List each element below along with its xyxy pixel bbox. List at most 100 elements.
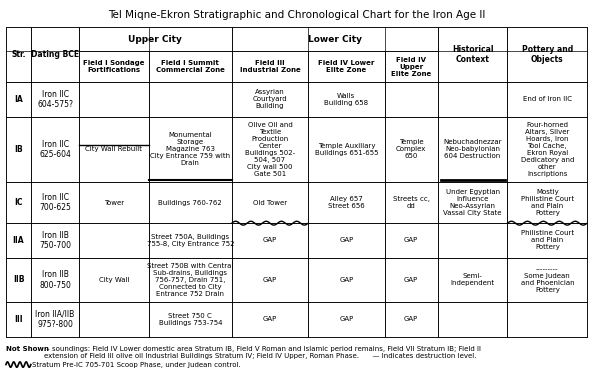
FancyBboxPatch shape [6, 302, 31, 337]
Text: Olive Oil and
Textile
Production
Center
Buildings 502-
504, 507
City wall 500
Ga: Olive Oil and Textile Production Center … [245, 122, 295, 177]
Text: Field IV Lower
Elite Zone: Field IV Lower Elite Zone [318, 60, 374, 73]
FancyBboxPatch shape [508, 223, 587, 258]
Text: Walls
Building 658: Walls Building 658 [325, 93, 368, 106]
FancyBboxPatch shape [232, 27, 438, 51]
FancyBboxPatch shape [232, 116, 308, 182]
FancyBboxPatch shape [149, 51, 232, 82]
Text: Alley 657
Street 656: Alley 657 Street 656 [328, 196, 365, 209]
Text: Street 750B with Central
Sub-drains, Buildings
756-757, Drain 751,
Connected to : Street 750B with Central Sub-drains, Bui… [147, 263, 233, 297]
Text: Nebuchadnezzar
Neo-babylonian
604 Destruction: Nebuchadnezzar Neo-babylonian 604 Destru… [443, 139, 502, 159]
FancyBboxPatch shape [79, 116, 149, 182]
Text: Street 750 C
Buildings 753-754: Street 750 C Buildings 753-754 [158, 313, 222, 326]
FancyBboxPatch shape [149, 182, 232, 223]
Text: End of Iron IIC: End of Iron IIC [523, 96, 572, 102]
FancyBboxPatch shape [149, 82, 232, 116]
Text: Street 750A, Buildings
755-8, City Entrance 752: Street 750A, Buildings 755-8, City Entra… [146, 234, 234, 247]
FancyBboxPatch shape [308, 258, 385, 302]
FancyBboxPatch shape [438, 302, 508, 337]
Text: Monumental
Storage
Magazine 763
City Entrance 759 with
Drain: Monumental Storage Magazine 763 City Ent… [150, 132, 230, 166]
FancyBboxPatch shape [6, 27, 31, 82]
FancyBboxPatch shape [232, 223, 308, 258]
Text: – soundings: Field IV Lower domestic area Stratum IB, Field V Roman and Islamic : – soundings: Field IV Lower domestic are… [44, 346, 481, 360]
FancyBboxPatch shape [232, 82, 308, 116]
FancyBboxPatch shape [508, 27, 587, 82]
Text: IB: IB [14, 145, 23, 154]
FancyBboxPatch shape [31, 182, 79, 223]
Text: GAP: GAP [339, 277, 353, 283]
FancyBboxPatch shape [31, 82, 79, 116]
Text: Field I Sondage
Fortifications: Field I Sondage Fortifications [83, 60, 145, 73]
Text: ---------
Some Judean
and Phoenician
Pottery: --------- Some Judean and Phoenician Pot… [521, 266, 574, 293]
Text: Str.: Str. [11, 50, 26, 59]
Text: GAP: GAP [339, 317, 353, 322]
Text: Field IV
Upper
Elite Zone: Field IV Upper Elite Zone [391, 57, 431, 77]
Text: IIA: IIA [13, 236, 25, 245]
Text: Buildings 760-762: Buildings 760-762 [158, 200, 222, 205]
FancyBboxPatch shape [385, 116, 438, 182]
FancyBboxPatch shape [385, 258, 438, 302]
FancyBboxPatch shape [6, 223, 31, 258]
FancyBboxPatch shape [308, 82, 385, 116]
Text: Not Shown: Not Shown [6, 346, 49, 353]
FancyBboxPatch shape [385, 82, 438, 116]
Text: Iron IIA/IIB
975?-800: Iron IIA/IIB 975?-800 [35, 310, 75, 329]
FancyBboxPatch shape [79, 223, 149, 258]
Text: GAP: GAP [404, 277, 418, 283]
Text: Mostly
Philistine Court
and Plain
Pottery: Mostly Philistine Court and Plain Potter… [521, 189, 574, 216]
FancyBboxPatch shape [6, 82, 31, 116]
FancyBboxPatch shape [232, 302, 308, 337]
Text: Lower City: Lower City [308, 34, 362, 44]
FancyBboxPatch shape [232, 51, 308, 82]
Text: Iron IIC
604-575?: Iron IIC 604-575? [37, 90, 73, 109]
FancyBboxPatch shape [149, 223, 232, 258]
FancyBboxPatch shape [79, 51, 149, 82]
Text: Old Tower: Old Tower [253, 200, 287, 205]
FancyBboxPatch shape [6, 116, 31, 182]
Text: Tower: Tower [104, 200, 124, 205]
FancyBboxPatch shape [79, 302, 149, 337]
Text: III: III [14, 315, 23, 324]
FancyBboxPatch shape [31, 116, 79, 182]
Text: Field I Summit
Commercial Zone: Field I Summit Commercial Zone [156, 60, 225, 73]
FancyBboxPatch shape [385, 182, 438, 223]
FancyBboxPatch shape [79, 182, 149, 223]
FancyBboxPatch shape [385, 302, 438, 337]
FancyBboxPatch shape [6, 182, 31, 223]
FancyBboxPatch shape [149, 302, 232, 337]
FancyBboxPatch shape [438, 258, 508, 302]
FancyBboxPatch shape [149, 116, 232, 182]
FancyBboxPatch shape [385, 51, 438, 82]
Text: IIB: IIB [13, 276, 25, 284]
FancyBboxPatch shape [149, 258, 232, 302]
Text: Stratum Pre-IC 705-701 Scoop Phase, under Judean control.: Stratum Pre-IC 705-701 Scoop Phase, unde… [32, 361, 241, 368]
Text: Assyrian
Courtyard
Building: Assyrian Courtyard Building [253, 89, 287, 110]
FancyBboxPatch shape [508, 302, 587, 337]
FancyBboxPatch shape [308, 302, 385, 337]
FancyBboxPatch shape [438, 27, 508, 82]
Text: Temple Auxiliary
Buildings 651-655: Temple Auxiliary Buildings 651-655 [314, 143, 378, 156]
Text: Philistine Court
and Plain
Pottery: Philistine Court and Plain Pottery [521, 230, 574, 250]
Text: Tel Miqne-Ekron Stratigraphic and Chronological Chart for the Iron Age II: Tel Miqne-Ekron Stratigraphic and Chrono… [108, 10, 485, 20]
FancyBboxPatch shape [79, 27, 232, 51]
Text: Pottery and
Objects: Pottery and Objects [522, 45, 573, 64]
FancyBboxPatch shape [31, 302, 79, 337]
Text: Iron IIB
750-700: Iron IIB 750-700 [39, 231, 71, 250]
FancyBboxPatch shape [232, 182, 308, 223]
Text: Iron IIC
700-625: Iron IIC 700-625 [39, 193, 71, 212]
FancyBboxPatch shape [438, 223, 508, 258]
Text: GAP: GAP [404, 317, 418, 322]
FancyBboxPatch shape [308, 223, 385, 258]
FancyBboxPatch shape [31, 258, 79, 302]
FancyBboxPatch shape [308, 51, 385, 82]
FancyBboxPatch shape [508, 116, 587, 182]
Text: GAP: GAP [263, 277, 277, 283]
Text: GAP: GAP [404, 237, 418, 243]
FancyBboxPatch shape [31, 27, 79, 82]
Text: Dating BCE: Dating BCE [31, 50, 79, 59]
FancyBboxPatch shape [438, 182, 508, 223]
Text: Semi-
Independent: Semi- Independent [451, 274, 494, 286]
FancyBboxPatch shape [6, 258, 31, 302]
Text: IA: IA [14, 95, 23, 104]
FancyBboxPatch shape [508, 182, 587, 223]
Text: IC: IC [14, 198, 23, 207]
